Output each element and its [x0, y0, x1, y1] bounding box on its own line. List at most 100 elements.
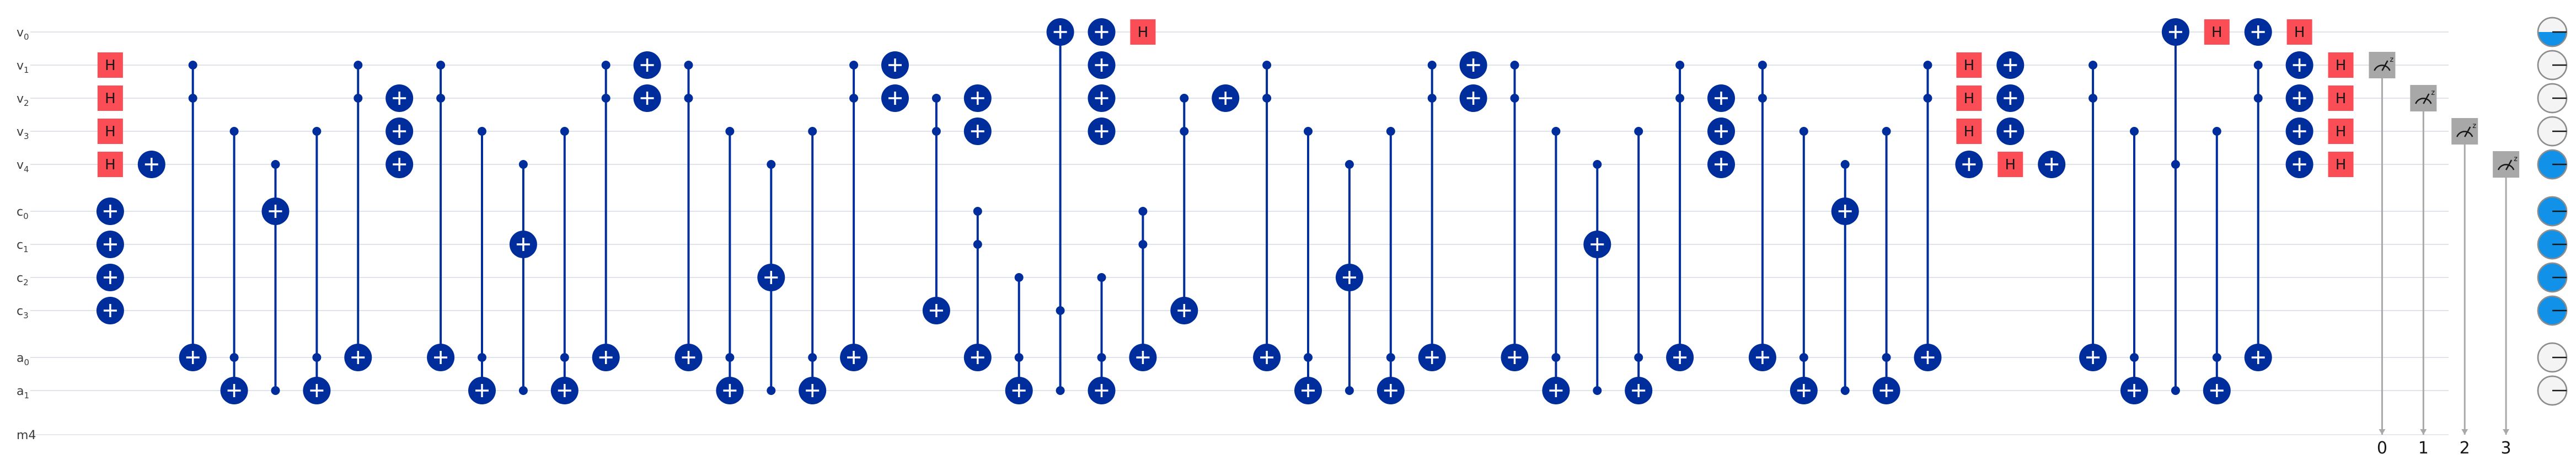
- register-label-v1: v1: [17, 59, 29, 75]
- control-dot: [1923, 61, 1932, 70]
- cx-target: [303, 377, 331, 404]
- measure-bit-label: 1: [2418, 439, 2429, 458]
- h-gate-label: H: [2005, 157, 2016, 173]
- control-dot: [1427, 61, 1437, 70]
- register-label-v0: v0: [17, 26, 29, 42]
- control-dot: [849, 94, 859, 103]
- controlled-x-gate: [179, 61, 207, 371]
- controlled-x-gate: [220, 127, 248, 404]
- control-dot: [973, 240, 982, 249]
- control-dot: [2171, 386, 2180, 395]
- cx-target: [1625, 377, 1653, 404]
- control-dot: [1386, 353, 1395, 362]
- cx-target: [1294, 377, 1322, 404]
- x-gate: [1955, 151, 1983, 178]
- x-gate: [1459, 84, 1487, 112]
- control-dot: [1882, 353, 1891, 362]
- controlled-x-gate: [1583, 160, 1611, 395]
- x-gate: [1088, 18, 1116, 46]
- controlled-x-gate: [1129, 207, 1157, 371]
- h-gate-label: H: [2211, 24, 2222, 41]
- bloch-indicator: [2537, 262, 2568, 293]
- control-dot: [725, 353, 735, 362]
- cx-target: [344, 344, 372, 371]
- cx-target: [220, 377, 248, 404]
- h-gate: H: [97, 152, 123, 177]
- cx-target: [2120, 377, 2148, 404]
- x-gate: [137, 151, 165, 178]
- control-dot: [436, 61, 446, 70]
- cx-target: [1542, 377, 1570, 404]
- h-gate: H: [2328, 152, 2354, 177]
- control-dot: [725, 127, 735, 136]
- svg-text:z: z: [2514, 155, 2518, 163]
- controlled-x-gate: [1914, 61, 1942, 371]
- controlled-x-gate: [1625, 127, 1653, 404]
- h-gate-label: H: [2336, 157, 2347, 173]
- control-dot: [684, 61, 693, 70]
- x-gate: [1996, 84, 2025, 112]
- controlled-x-gate: [2079, 61, 2107, 371]
- cx-target: [1335, 264, 1363, 291]
- cx-target: [799, 377, 827, 404]
- control-dot: [1510, 61, 1519, 70]
- controlled-x-gate: [674, 61, 703, 371]
- x-gate: [385, 84, 414, 112]
- cx-target: [1046, 18, 1074, 46]
- controlled-x-gate: [1542, 127, 1570, 404]
- controlled-x-gate: [1790, 127, 1818, 404]
- control-dot: [2130, 353, 2139, 362]
- control-dot: [1840, 386, 1850, 395]
- h-gate-label: H: [105, 124, 116, 140]
- control-dot: [1345, 160, 1354, 169]
- h-gate-label: H: [1964, 57, 1975, 74]
- cx-target: [757, 264, 785, 291]
- x-gate: [1707, 84, 1735, 112]
- controlled-x-gate: [963, 207, 992, 371]
- h-gate-label: H: [2294, 24, 2305, 41]
- register-label-v3: v3: [17, 125, 29, 141]
- cx-target: [1418, 344, 1446, 371]
- h-gate-label: H: [1964, 90, 1975, 107]
- cx-target: [1831, 197, 1859, 225]
- controlled-x-gate: [303, 127, 331, 404]
- control-dot: [1675, 61, 1685, 70]
- control-dot: [1758, 94, 1767, 103]
- x-gate: [1996, 118, 2025, 145]
- control-dot: [1014, 353, 1024, 362]
- svg-text:z: z: [2472, 122, 2476, 130]
- controlled-x-gate: [427, 61, 455, 371]
- x-gate: [2285, 118, 2313, 145]
- controlled-x-gate: [799, 127, 827, 404]
- control-dot: [1840, 160, 1850, 169]
- control-dot: [1923, 94, 1932, 103]
- control-dot: [1345, 386, 1354, 395]
- control-dot: [1551, 127, 1561, 136]
- controlled-x-gate: [468, 127, 496, 404]
- controlled-x-gate: [2244, 61, 2272, 371]
- control-dot: [684, 94, 693, 103]
- x-gate: [2285, 51, 2313, 79]
- cx-target: [963, 344, 992, 371]
- cx-target: [1129, 344, 1157, 371]
- control-dot: [2171, 160, 2180, 169]
- control-dot: [1262, 94, 1272, 103]
- controlled-x-gate: [2161, 18, 2189, 395]
- measure-gate: z1: [2410, 85, 2437, 458]
- cx-target: [468, 377, 496, 404]
- controlled-x-gate: [1377, 127, 1405, 404]
- controlled-x-gate: [550, 127, 579, 404]
- h-gate-label: H: [1964, 124, 1975, 140]
- control-dot: [1510, 94, 1519, 103]
- register-label-a1: a1: [17, 384, 29, 400]
- control-dot: [1799, 353, 1808, 362]
- controlled-x-gate: [2120, 127, 2148, 404]
- control-dot: [2253, 61, 2263, 70]
- control-dot: [1304, 353, 1313, 362]
- register-label-v2: v2: [17, 92, 29, 108]
- bloch-indicator: [2537, 342, 2568, 373]
- x-gate: [1088, 118, 1116, 145]
- control-dot: [767, 160, 776, 169]
- controlled-x-gate: [1872, 127, 1900, 404]
- control-dot: [436, 94, 446, 103]
